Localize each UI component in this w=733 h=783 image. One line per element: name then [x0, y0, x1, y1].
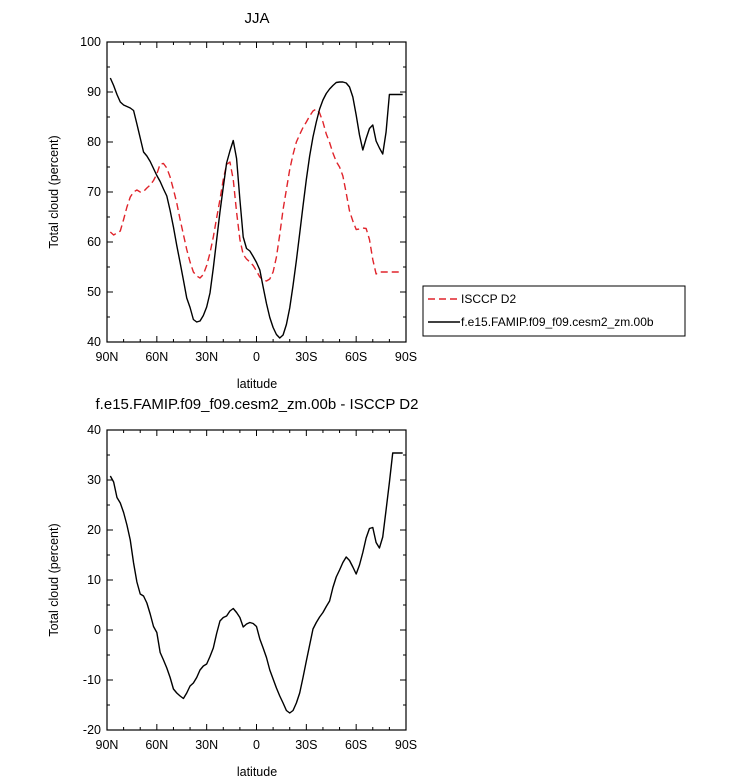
bottom-x-tick-label: 30N: [195, 738, 218, 752]
top-x-tick-label: 0: [253, 350, 260, 364]
bottom-x-tick-label: 90S: [395, 738, 417, 752]
top-plot-series: [109, 77, 403, 339]
bottom-x-tick-label: 90N: [96, 738, 119, 752]
bottom-x-tick-label: 60S: [345, 738, 367, 752]
top-plot-frame: [106, 41, 407, 343]
top-x-tick-label: 60S: [345, 350, 367, 364]
bottom-y-tick-label: 20: [87, 523, 101, 537]
legend-box: [422, 285, 686, 337]
bottom-plot-series: [109, 452, 403, 714]
top-x-tick-label: 90N: [96, 350, 119, 364]
top-y-tick-label: 90: [87, 85, 101, 99]
bottom-panel-title: f.e15.FAMIP.f09_f09.cesm2_zm.00b - ISCCP…: [96, 396, 419, 413]
legend: ISCCP D2 f.e15.FAMIP.f09_f09.cesm2_zm.00…: [422, 285, 686, 337]
bottom-y-axis-label: Total cloud (percent): [47, 523, 61, 636]
bottom-series-line-0: [109, 452, 403, 714]
bottom-x-tick-label: 0: [253, 738, 260, 752]
top-y-tick-label: 100: [80, 35, 101, 49]
top-y-axis-label: Total cloud (percent): [47, 135, 61, 248]
top-y-ticks: 40 50 60 70 80 90 100: [80, 35, 406, 349]
top-series-line-1: [109, 77, 403, 339]
bottom-panel: f.e15.FAMIP.f09_f09.cesm2_zm.00b - ISCCP…: [47, 396, 418, 779]
top-x-tick-label: 30S: [295, 350, 317, 364]
bottom-y-tick-label: 10: [87, 573, 101, 587]
top-y-tick-label: 40: [87, 335, 101, 349]
top-x-tick-label: 90S: [395, 350, 417, 364]
bottom-x-tick-label: 60N: [145, 738, 168, 752]
top-x-ticks: 90N 60N 30N 0 30S 60S 90S: [96, 42, 417, 364]
top-x-tick-label: 60N: [145, 350, 168, 364]
bottom-y-tick-label: -20: [83, 723, 101, 737]
top-panel-title: JJA: [244, 10, 269, 27]
bottom-y-tick-label: 0: [94, 623, 101, 637]
legend-label-cesm2: f.e15.FAMIP.f09_f09.cesm2_zm.00b: [461, 315, 654, 329]
top-series-line-0: [109, 108, 403, 282]
top-panel: JJA 90N 60N 30N 0 30S 60S 90S 405060708090100 …: [47, 10, 686, 391]
bottom-x-tick-label: 30S: [295, 738, 317, 752]
bottom-y-ticks: -20 -10 0 10 20 30 40: [83, 423, 406, 737]
legend-label-isccp: ISCCP D2: [461, 292, 516, 306]
bottom-plot-frame: [106, 429, 407, 731]
bottom-y-tick-label: 40: [87, 423, 101, 437]
top-y-tick-label: 60: [87, 235, 101, 249]
bottom-x-ticks: 90N 60N 30N 0 30S 60S 90S: [96, 430, 417, 752]
top-y-tick-label: 70: [87, 185, 101, 199]
top-y-tick-label: 80: [87, 135, 101, 149]
bottom-y-tick-label: -10: [83, 673, 101, 687]
bottom-x-axis-label: latitude: [237, 765, 277, 779]
top-x-tick-label: 30N: [195, 350, 218, 364]
top-x-axis-label: latitude: [237, 377, 277, 391]
bottom-y-tick-label: 30: [87, 473, 101, 487]
top-y-tick-label: 50: [87, 285, 101, 299]
